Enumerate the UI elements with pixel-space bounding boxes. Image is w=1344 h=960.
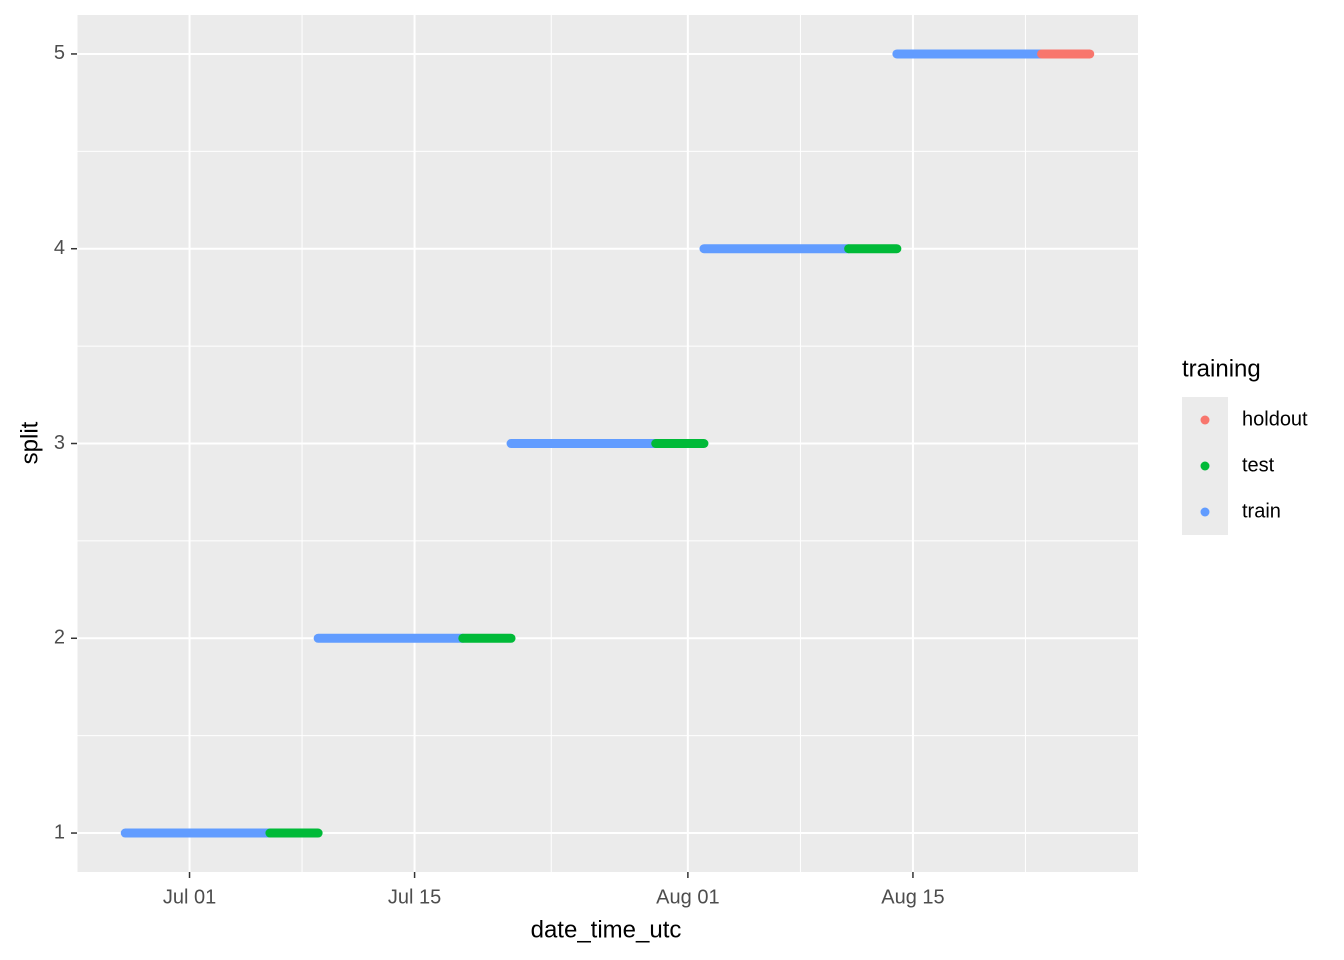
x-axis-title: date_time_utc <box>531 916 682 943</box>
x-tick-label: Jul 01 <box>163 886 216 908</box>
y-axis-title: split <box>16 421 43 464</box>
legend-key <box>1200 415 1210 425</box>
marks <box>120 49 1095 838</box>
y-tick-label: 2 <box>54 627 65 649</box>
legend-key <box>1200 507 1210 517</box>
legend: holdout test train <box>1182 397 1308 535</box>
x-tick-label: Aug 01 <box>656 886 719 908</box>
y-tick-label: 5 <box>54 42 65 64</box>
y-tick-label: 3 <box>54 432 65 454</box>
legend-label: holdout <box>1242 408 1308 430</box>
x-tick-label: Jul 15 <box>388 886 441 908</box>
grid: Jul 01 Jul 15 Aug 01 Aug 15 1 2 3 4 5 <box>54 15 1138 908</box>
y-tick-label: 1 <box>54 821 65 843</box>
legend-label: train <box>1242 500 1281 522</box>
legend-label: test <box>1242 454 1275 476</box>
legend-title: training <box>1182 355 1261 382</box>
x-tick-label: Aug 15 <box>881 886 944 908</box>
y-tick-label: 4 <box>54 237 65 259</box>
legend-key <box>1200 461 1210 471</box>
